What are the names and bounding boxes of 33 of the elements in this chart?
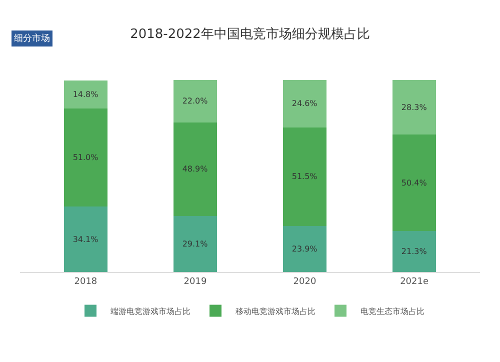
data-label: 23.9% [292, 244, 318, 254]
data-label: 29.1% [182, 240, 208, 249]
bar [392, 231, 436, 272]
data-label: 34.1% [72, 234, 99, 244]
bar [282, 80, 327, 128]
data-label: 22.0% [182, 96, 208, 106]
data-label: 51.0% [72, 153, 99, 162]
data-label: 14.8% [72, 90, 99, 99]
legend-label: 端游电竞游戏市场占比 [110, 306, 190, 316]
bar [392, 80, 436, 134]
legend-label: 移动电竞游戏市场占比 [236, 306, 316, 316]
data-label: 28.3% [401, 102, 428, 112]
bar [173, 216, 218, 272]
bar [392, 134, 436, 232]
text: 细分市场 [14, 33, 50, 44]
x-tick-label: 2019 [184, 276, 207, 287]
x-tick-label: 2021e [400, 276, 429, 287]
chart-title: 2018-2022年中国电竞市场细分规模占比 [130, 27, 370, 42]
bar [64, 206, 108, 272]
data-label: 48.9% [182, 164, 208, 174]
data-label: 24.6% [292, 99, 318, 108]
data-label: 21.3% [401, 247, 428, 256]
bar [282, 127, 327, 226]
x-tick-label: 2018 [74, 276, 98, 287]
bar [173, 80, 218, 122]
data-label: 50.4% [401, 178, 428, 188]
legend-label: 电竞生态市场占比 [360, 306, 424, 316]
bar [173, 122, 218, 216]
bar [282, 226, 327, 272]
x-tick-label: 2020 [293, 276, 316, 287]
bar [64, 80, 108, 109]
bar [64, 108, 108, 207]
data-label: 51.5% [292, 172, 318, 182]
